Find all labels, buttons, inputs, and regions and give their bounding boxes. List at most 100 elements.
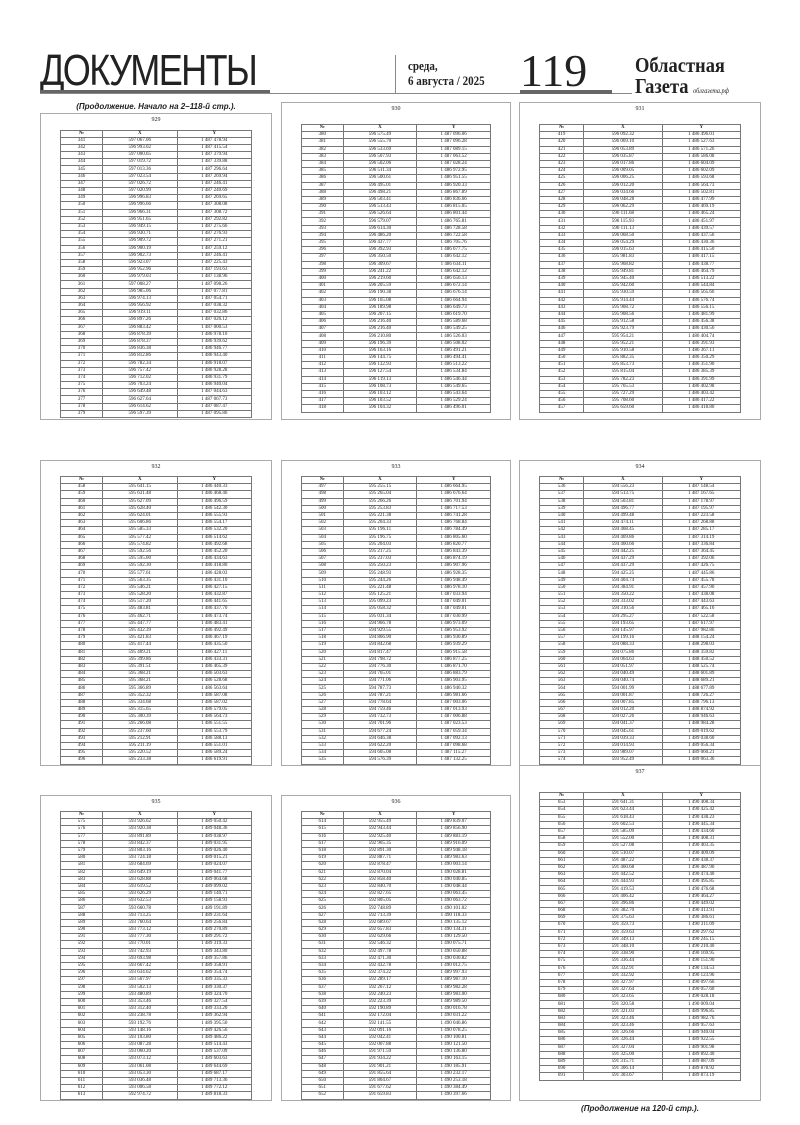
table-row: 557 594 199.16 1 488 154.24: [538, 634, 742, 643]
y-coordinate: 1 486 508.02: [416, 339, 491, 348]
table-row: 654 591 623.44 1 490 425.42: [538, 806, 742, 815]
table-row: 628 592 689.67 1 490 135.12: [301, 918, 491, 928]
point-number: 468: [59, 555, 104, 564]
table-row: 657 591 585.09 1 490 434.60: [538, 827, 742, 837]
point-number: 687: [538, 1043, 585, 1052]
table-row: 550 594 384.91 1 487 457.90: [538, 583, 742, 593]
y-coordinate: 1 490 403.35: [661, 842, 742, 851]
point-number: 650: [301, 1076, 344, 1086]
y-coordinate: 1 486 642.12: [416, 253, 491, 262]
column-header: Y: [416, 810, 491, 820]
x-coordinate: 592 827.65: [342, 890, 418, 899]
x-coordinate: 594 350.22: [583, 590, 663, 600]
y-coordinate: 1 486 981.66: [416, 691, 491, 700]
point-number: 439: [538, 274, 585, 284]
table-row: 385 596 511.34 1 486 972.95: [301, 167, 491, 176]
y-coordinate: 1 490 134.31: [416, 925, 491, 935]
table-row: 377 596 627.64 1 487 067.73: [59, 395, 252, 404]
x-coordinate: 595 221.48: [342, 583, 418, 593]
x-coordinate: 592 887.71: [342, 854, 418, 863]
point-number: 555: [538, 619, 585, 628]
y-coordinate: 1 487 223.58: [661, 511, 742, 521]
y-coordinate: 1 489 644.69: [176, 1062, 252, 1071]
column-header: №: [301, 123, 344, 133]
y-coordinate: 1 489 327.54: [176, 997, 252, 1007]
panel-title: 934: [635, 464, 645, 470]
x-coordinate: 594 012.20: [583, 705, 663, 715]
x-coordinate: 595 517.20: [102, 598, 178, 607]
point-number: 637: [301, 983, 344, 992]
table-row: 688 591 325.00 1 489 892.40: [538, 1050, 742, 1059]
table-row: 638 592 240.23 1 489 983.00: [301, 990, 491, 999]
x-coordinate: 591 359.63: [583, 928, 663, 937]
point-number: 370: [59, 345, 104, 354]
point-number: 402: [301, 289, 344, 298]
y-coordinate: 1 487 457.90: [661, 583, 742, 593]
table-row: 630 592 629.66 1 490 129.50: [301, 933, 491, 942]
x-coordinate: 596 703.24: [102, 381, 178, 390]
point-number: 631: [301, 940, 344, 949]
table-row: 357 596 902.73 1 487 246.41: [59, 251, 252, 260]
point-number: 372: [59, 359, 104, 368]
point-number: 437: [538, 260, 585, 269]
y-coordinate: 1 486 441.65: [176, 598, 252, 607]
y-coordinate: 1 486 642.12: [416, 267, 491, 276]
y-coordinate: 1 486 943.40: [176, 352, 252, 361]
table-row: 634 592 432.78 1 490 012.75: [301, 961, 491, 971]
coordinates-panel-934: 934 № X Y 536 594 556.23 1 487 148.54 537 594 51…: [519, 460, 761, 766]
point-number: 398: [301, 260, 344, 269]
x-coordinate: 596 219.60: [342, 274, 418, 284]
x-coordinate: 596 919.11: [102, 309, 178, 318]
x-coordinate: 596 712.02: [102, 373, 178, 383]
point-number: 464: [59, 526, 104, 535]
x-coordinate: 596 526.64: [342, 210, 418, 219]
coordinates-table: № X Y 341 597 067.06 1 487 478.94 342 596 993.0…: [59, 129, 252, 419]
y-coordinate: 1 487 617.97: [661, 619, 742, 628]
x-coordinate: 595 945.40: [583, 274, 663, 284]
table-row: 444 595 908.56 1 486 481.99: [538, 310, 742, 320]
y-coordinate: 1 489 916.09: [416, 839, 491, 848]
y-coordinate: 1 487 285.17: [661, 526, 742, 535]
x-coordinate: 592 374.22: [342, 969, 418, 978]
x-coordinate: 595 265.04: [342, 490, 418, 499]
column-header: Y: [176, 475, 252, 485]
table-row: 610 593 053.30 1 489 687.17: [59, 1069, 252, 1078]
x-coordinate: 592 955.49: [342, 818, 418, 827]
point-number: 564: [538, 684, 585, 693]
x-coordinate: 596 207.15: [342, 310, 418, 320]
point-number: 403: [301, 296, 344, 305]
x-coordinate: 595 585.33: [102, 526, 178, 535]
x-coordinate: 593 053.30: [102, 1069, 178, 1078]
x-coordinate: 593 842.37: [102, 839, 178, 848]
x-coordinate: 591 659.83: [342, 1091, 418, 1100]
y-coordinate: 1 487 271.21: [176, 237, 252, 246]
point-number: 556: [538, 626, 585, 636]
point-number: 518: [301, 634, 344, 643]
x-coordinate: 595 595.00: [102, 555, 178, 564]
point-number: 479: [59, 634, 104, 643]
y-coordinate: 1 489 335.33: [176, 976, 252, 985]
table-row: 425 596 006.25 1 486 593.68: [538, 174, 742, 183]
y-coordinate: 1 486 432.87: [176, 590, 252, 600]
table-row: 591 593 777.30 1 489 291.72: [59, 933, 252, 942]
x-coordinate: 592 091.16: [342, 1026, 418, 1035]
table-row: 510 595 244.26 1 486 948.49: [301, 576, 491, 585]
table-row: 660 591 510.07 1 490 409.09: [538, 849, 742, 858]
table-row: 578 593 842.37 1 489 031.95: [59, 839, 252, 848]
table-row: 653 591 641.31 1 490 408.34: [538, 799, 742, 808]
y-coordinate: 1 489 983.63: [416, 854, 491, 863]
table-row: 518 594 866.90 1 486 930.89: [301, 634, 491, 643]
table-row: 495 595 220.52 1 486 589.24: [59, 749, 252, 758]
x-coordinate: 596 579.07: [342, 217, 418, 226]
point-number: 680: [538, 993, 585, 1002]
x-coordinate: 596 309.67: [342, 260, 418, 269]
x-coordinate: 591 306.14: [583, 1065, 663, 1074]
x-coordinate: 591 327.64: [583, 986, 663, 995]
x-coordinate: 592 546.32: [342, 940, 418, 949]
y-coordinate: 1 486 765.81: [416, 217, 491, 226]
x-coordinate: 593 920.38: [102, 825, 178, 834]
point-number: 640: [301, 1005, 344, 1014]
column-header: X: [583, 475, 663, 485]
table-row: 402 596 190.38 1 486 676.14: [301, 289, 491, 298]
point-number: 499: [301, 497, 344, 506]
